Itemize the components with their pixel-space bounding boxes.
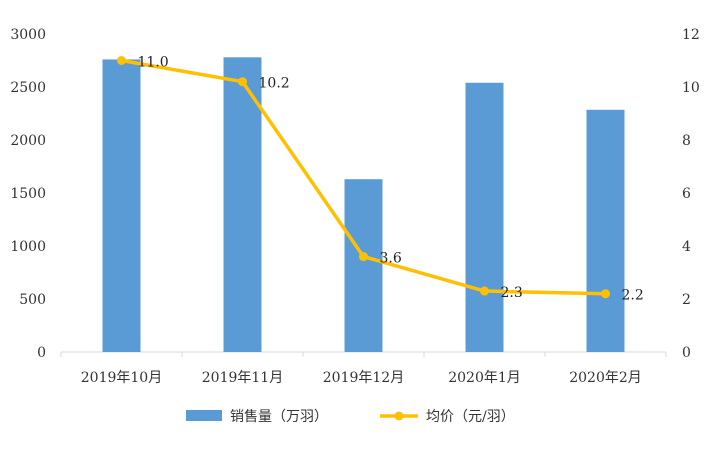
- bar: [586, 109, 625, 352]
- x-category-label: 2019年11月: [202, 370, 283, 386]
- x-category-label: 2019年10月: [81, 370, 162, 386]
- x-category-label: 2020年2月: [569, 370, 642, 386]
- bar: [102, 59, 141, 352]
- y-right-tick-label: 6: [682, 186, 691, 202]
- x-category-label: 2019年12月: [323, 370, 404, 386]
- data-label: 10.2: [259, 76, 290, 92]
- line-point: [480, 286, 489, 296]
- data-label: 2.2: [622, 288, 644, 304]
- y-right-tick-label: 10: [682, 80, 700, 96]
- line-point: [238, 77, 247, 87]
- bar: [344, 179, 383, 352]
- legend-label-sales: 销售量（万羽）: [230, 409, 328, 425]
- y-left-tick-label: 1000: [10, 239, 46, 255]
- legend-bar-swatch: [186, 410, 222, 421]
- line-point: [601, 289, 610, 299]
- data-label: 11.0: [138, 55, 169, 71]
- y-left-tick-label: 2000: [10, 133, 46, 149]
- legend-label-price: 均价（元/羽）: [426, 409, 515, 425]
- y-right-tick-label: 0: [682, 345, 691, 361]
- y-right-tick-label: 8: [682, 133, 691, 149]
- x-category-label: 2020年1月: [448, 370, 521, 386]
- y-left-tick-label: 0: [37, 345, 46, 361]
- legend-line-marker: [394, 411, 404, 421]
- y-left-tick-label: 2500: [10, 80, 46, 96]
- y-left-tick-label: 3000: [10, 27, 46, 43]
- y-left-tick-label: 1500: [10, 186, 46, 202]
- data-label: 2.3: [501, 285, 523, 301]
- y-left-tick-label: 500: [19, 292, 46, 308]
- line-point: [359, 252, 368, 262]
- line-point: [117, 56, 126, 65]
- y-right-tick-label: 2: [682, 292, 691, 308]
- bar: [465, 82, 504, 352]
- bar: [223, 57, 262, 352]
- y-right-tick-label: 12: [682, 27, 700, 43]
- data-label: 3.6: [380, 251, 402, 267]
- y-right-tick-label: 4: [682, 239, 691, 255]
